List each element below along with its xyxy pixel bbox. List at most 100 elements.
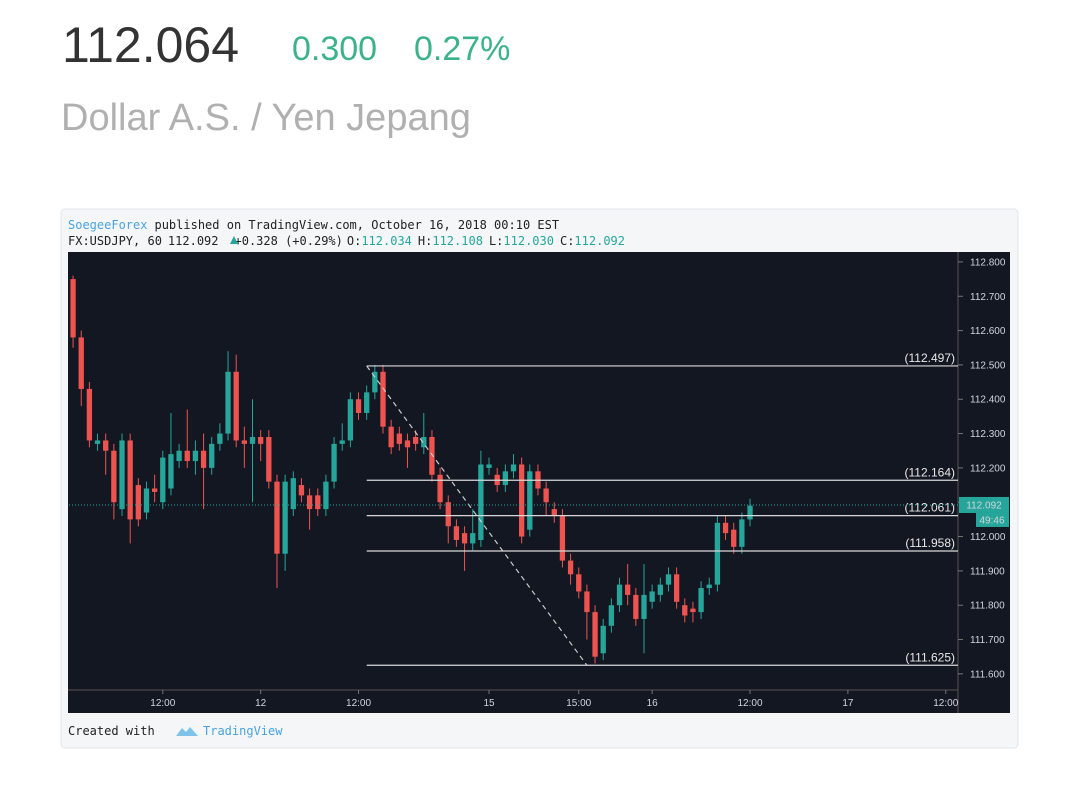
candle-body [364, 392, 370, 413]
candle-body [127, 440, 133, 520]
candle-body [258, 437, 264, 444]
candle-body [233, 371, 239, 441]
candle-body [388, 426, 394, 448]
ohlc-value: 112.092 [574, 234, 625, 248]
y-tick-label: 111.600 [970, 669, 1005, 680]
x-tick-label: 12:00 [150, 698, 175, 709]
ohlc-value: 112.108 [432, 234, 483, 248]
candle-body [209, 443, 215, 468]
change-pct: 0.27% [414, 30, 510, 68]
x-tick-label: 12:00 [933, 698, 958, 709]
candle-body [576, 574, 582, 592]
candle-body [421, 437, 427, 448]
candle-body [103, 440, 109, 451]
y-tick-label: 112.800 [970, 257, 1006, 268]
level-label: (112.164) [905, 465, 955, 479]
candle-body [119, 440, 125, 510]
candle-body [151, 488, 158, 492]
candle-body [698, 588, 704, 613]
candle-body [461, 533, 468, 544]
candle-body [396, 433, 402, 444]
y-tick-label: 112.400 [970, 395, 1006, 406]
y-tick-label: 112.200 [970, 463, 1006, 474]
candle-body [657, 584, 663, 595]
symbol-line: FX:USDJPY, 60 112.092 +0.328 (+0.29%) O:112… [68, 234, 625, 248]
candle-body [429, 437, 435, 475]
candle-body [714, 522, 721, 585]
candle-body [412, 437, 419, 444]
last: 112.092 [168, 234, 219, 248]
candle-body [437, 474, 443, 503]
candle-body [608, 605, 615, 626]
candle-body [519, 464, 525, 537]
candle-body [584, 591, 590, 613]
candle-body [600, 625, 606, 654]
x-tick-label: 12 [255, 698, 267, 709]
candle-body [478, 464, 484, 540]
y-tick-label: 112.300 [970, 429, 1006, 440]
logo [176, 727, 198, 736]
candle-body [649, 591, 655, 602]
y-tick-label: 112.700 [970, 292, 1006, 303]
candle-body [241, 440, 248, 444]
candle-body [160, 457, 166, 503]
candle-body [306, 495, 313, 510]
candle-body [380, 371, 386, 427]
candle-body [592, 612, 598, 657]
x-tick-label: 17 [842, 698, 854, 709]
candle-body [372, 371, 378, 393]
level-label: (112.061) [905, 501, 955, 515]
candle-body [347, 399, 354, 441]
candle-body [249, 437, 256, 444]
level-label: (111.958) [905, 536, 955, 550]
candle-body [747, 505, 753, 520]
candle-body [445, 502, 451, 527]
info-line: SoegeeForex published on TradingView.com,… [68, 218, 559, 232]
candle-body [266, 437, 272, 482]
candle-body [486, 464, 492, 468]
candle-body [94, 440, 101, 444]
candle-body [616, 584, 623, 606]
y-tick-label: 112.000 [970, 532, 1006, 543]
candle-body [470, 533, 476, 544]
ohlc-label: H: [418, 234, 432, 248]
candle-body [673, 574, 680, 602]
candle-body [625, 584, 631, 595]
x-tick-label: 12:00 [346, 698, 371, 709]
candle-body [135, 485, 141, 520]
candle-body [559, 515, 566, 561]
candle-body [682, 605, 688, 616]
candle-body [551, 509, 557, 516]
brand: TradingView [203, 724, 283, 738]
y-tick-label: 112.600 [970, 326, 1006, 337]
candle-body [282, 481, 288, 554]
candle-body [274, 481, 280, 554]
level-label: (111.625) [905, 650, 955, 664]
candle-body [143, 488, 150, 513]
ohlc-label: C: [560, 234, 574, 248]
candle-body [722, 522, 729, 534]
candle-body [86, 388, 93, 441]
candle-body [184, 450, 190, 462]
y-tick-label: 111.800 [970, 601, 1005, 612]
y-tick-label: 112.500 [970, 360, 1006, 371]
ohlc-label: O: [347, 234, 361, 248]
candle-body [453, 526, 460, 540]
level-label: (112.497) [905, 351, 955, 365]
candle-body [217, 433, 223, 444]
candle-body [739, 519, 745, 547]
candle-body [633, 594, 639, 619]
candle-body [355, 399, 362, 413]
candle-body [176, 450, 182, 462]
candle-body [290, 478, 296, 510]
ohlc-label: L: [489, 234, 503, 248]
x-tick-label: 15 [483, 698, 495, 709]
trend-line [366, 365, 588, 666]
candle-body [200, 450, 207, 468]
pair-name: Dollar A.S. / Yen Jepang [61, 97, 471, 139]
x-tick-label: 16 [647, 698, 659, 709]
author: SoegeeForex [68, 218, 147, 232]
candle-body [706, 584, 712, 589]
candle-body [731, 529, 737, 547]
candle-body [339, 440, 345, 444]
